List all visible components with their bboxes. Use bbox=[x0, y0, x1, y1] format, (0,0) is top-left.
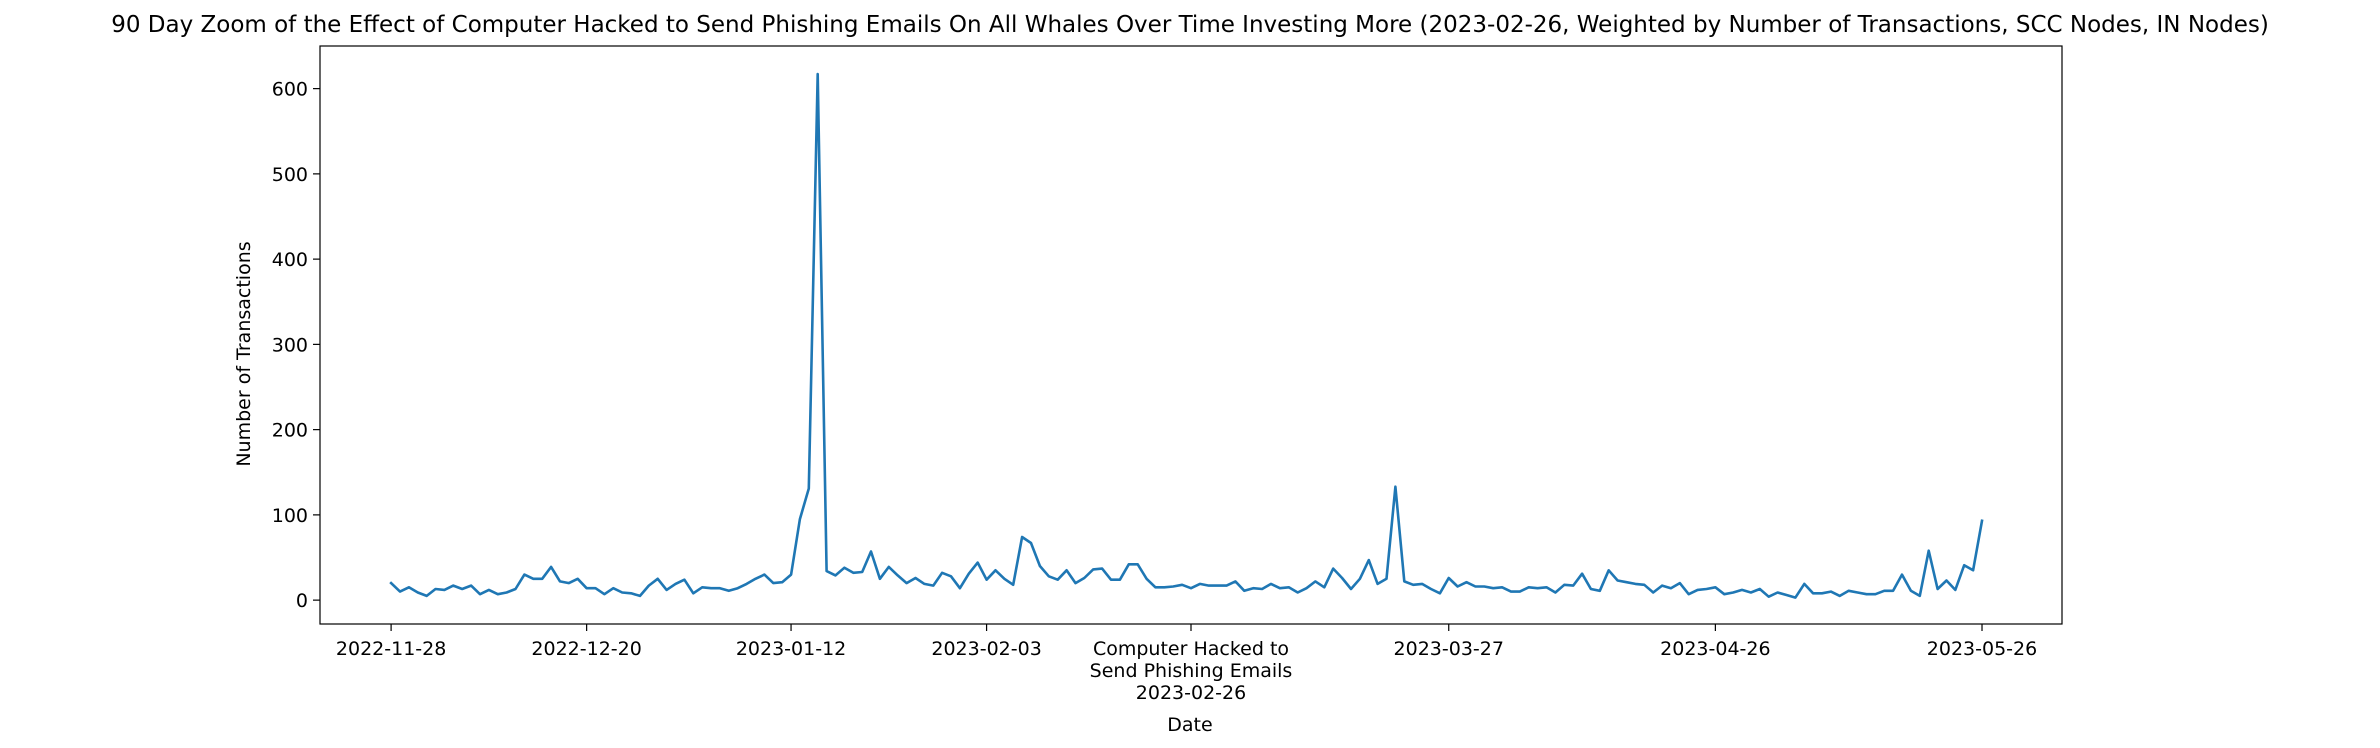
plot-area: 0 100 200 300 400 500 600 2022-11-28 2022-12-20 2… bbox=[272, 45, 2063, 704]
x-tick-label: 2023-01-12 bbox=[736, 638, 846, 660]
x-tick-label: 2022-11-28 bbox=[336, 638, 446, 660]
y-tick-label: 400 bbox=[272, 249, 308, 271]
y-tick-label: 0 bbox=[296, 590, 308, 612]
y-tick-label: 600 bbox=[272, 79, 308, 101]
y-tick-label: 300 bbox=[272, 334, 308, 356]
x-tick-label: 2023-05-26 bbox=[1927, 638, 2037, 660]
x-tick-label: 2023-03-27 bbox=[1394, 638, 1504, 660]
y-axis-label: Number of Transactions bbox=[233, 241, 255, 466]
y-tick-label: 200 bbox=[272, 420, 308, 442]
series-line-0 bbox=[389, 72, 1984, 599]
x-tick-label: Computer Hacked to Send Phishing Emails 20… bbox=[1090, 638, 1293, 704]
x-tick-label: 2022-12-20 bbox=[531, 638, 641, 660]
x-axis-label: Date bbox=[1167, 714, 1212, 736]
y-tick-label: 500 bbox=[272, 164, 308, 186]
x-tick-label: 2023-04-26 bbox=[1660, 638, 1770, 660]
chart-title: 90 Day Zoom of the Effect of Computer Ha… bbox=[111, 12, 2269, 38]
x-tick-label: 2023-02-03 bbox=[931, 638, 1041, 660]
axes-frame bbox=[319, 45, 2063, 625]
y-tick-label: 100 bbox=[272, 505, 308, 527]
